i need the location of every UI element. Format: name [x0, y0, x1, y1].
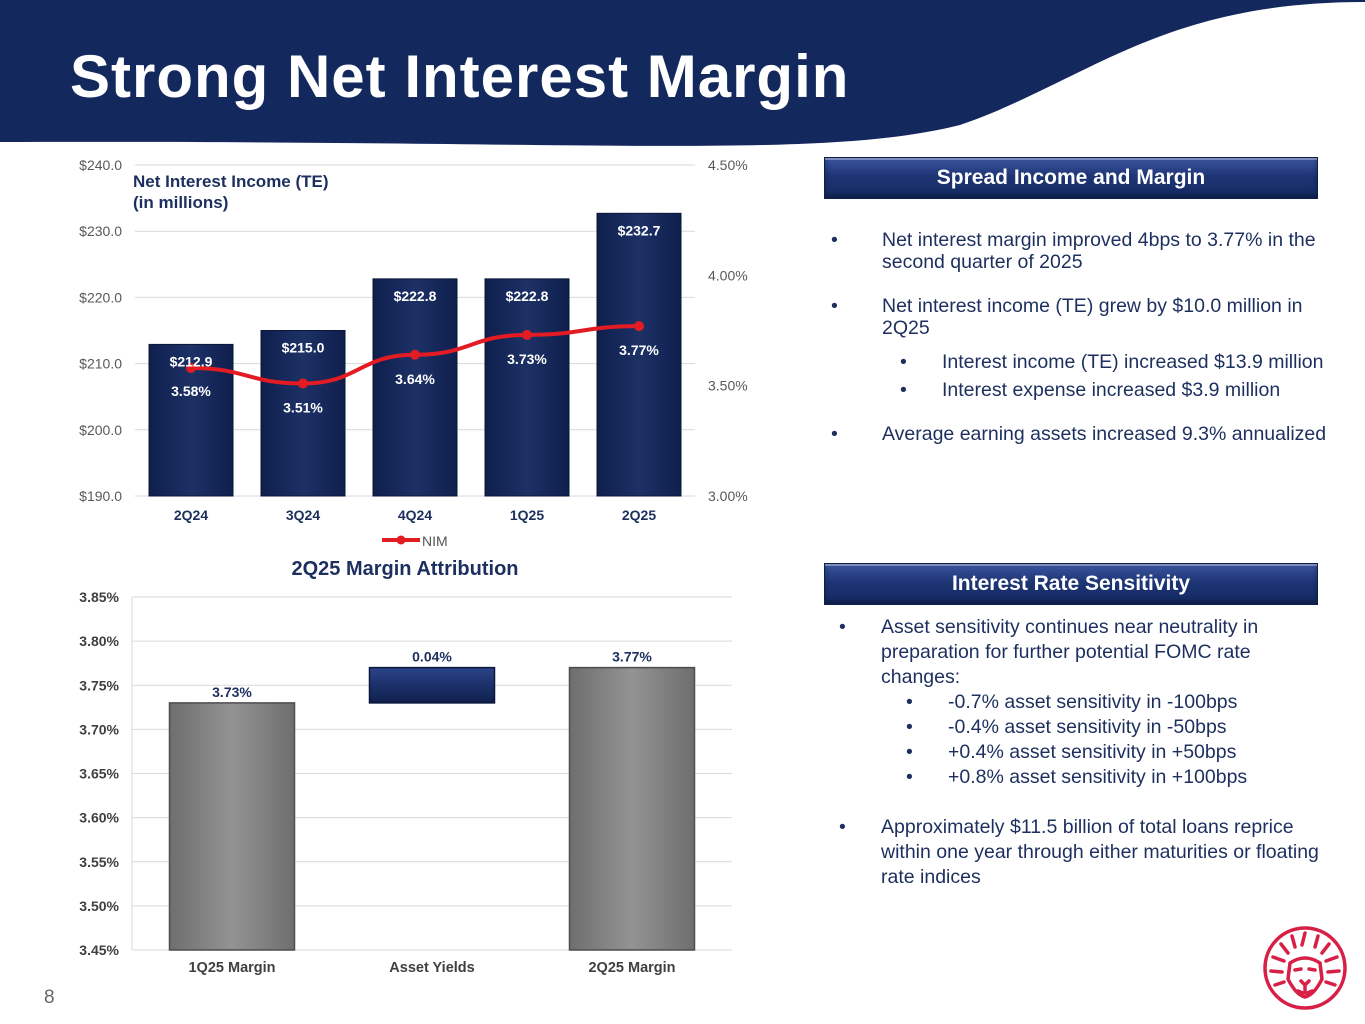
attribution-y-tick: 3.80%: [79, 633, 119, 649]
spread-bullet-earning-assets: Average earning assets increased 9.3% an…: [831, 423, 1332, 445]
rate-sub-minus100: -0.7% asset sensitivity in -100bps: [906, 690, 1321, 715]
nii-y-tick: $240.0: [79, 157, 122, 173]
nii-x-tick: 3Q24: [286, 507, 320, 523]
nim-point: [634, 321, 644, 332]
nii-y-tick: $220.0: [79, 289, 122, 305]
rate-sub-list: -0.7% asset sensitivity in -100bps -0.4%…: [906, 690, 1321, 790]
attribution-x-tick: 1Q25 Margin: [188, 960, 275, 976]
spread-sub-interest-expense: Interest expense increased $3.9 million: [900, 379, 1332, 401]
nii-y-tick: $190.0: [79, 488, 122, 504]
rate-sub-plus50: +0.4% asset sensitivity in +50bps: [906, 740, 1321, 765]
attribution-value-label: 3.77%: [612, 649, 652, 665]
nim-y2-tick: 3.50%: [708, 378, 748, 394]
attribution-bar: [168, 702, 296, 951]
nii-bar: [484, 278, 570, 497]
nii-x-tick: 2Q25: [622, 507, 656, 523]
nii-bar: [260, 330, 346, 497]
nii-chart-title: Net Interest Income (TE): [133, 172, 329, 191]
nii-bar: [372, 278, 458, 497]
nim-y2-tick: 3.00%: [708, 488, 748, 504]
lion-logo-icon: [1263, 926, 1347, 1010]
rate-sub-plus100: +0.8% asset sensitivity in +100bps: [906, 765, 1321, 790]
nii-value-label: $212.9: [170, 353, 213, 369]
spread-income-header: Spread Income and Margin: [824, 157, 1318, 199]
nim-legend-label: NIM: [422, 533, 448, 549]
attribution-y-tick: 3.50%: [79, 898, 119, 914]
page-number: 8: [44, 987, 55, 1008]
rate-bullet-sensitivity: Asset sensitivity continues near neutral…: [839, 615, 1321, 790]
attribution-value-label: 0.04%: [412, 649, 452, 665]
margin-attribution-chart: 2Q25 Margin Attribution 3.45% 3.50% 3.55% 3…: [79, 558, 732, 976]
nim-point: [186, 363, 196, 374]
nim-point: [522, 329, 532, 340]
nii-chart-subtitle: (in millions): [133, 193, 228, 212]
nii-x-tick: 4Q24: [398, 507, 432, 523]
spread-bullet-nim: Net interest margin improved 4bps to 3.7…: [831, 229, 1332, 273]
spread-sub-list: Interest income (TE) increased $13.9 mil…: [900, 351, 1332, 401]
nii-value-label: $232.7: [618, 222, 661, 238]
nii-bar: [596, 212, 682, 497]
rate-sensitivity-header: Interest Rate Sensitivity: [824, 563, 1318, 605]
spread-bullet-nii: Net interest income (TE) grew by $10.0 m…: [831, 295, 1332, 401]
attribution-value-label: 3.73%: [212, 684, 252, 700]
nim-value-label: 3.64%: [395, 371, 435, 387]
attribution-x-tick: Asset Yields: [389, 960, 474, 976]
nii-x-tick: 1Q25: [510, 507, 544, 523]
nim-point: [298, 378, 308, 389]
nim-value-label: 3.58%: [171, 383, 211, 399]
attribution-bar: [368, 666, 496, 704]
nim-legend: NIM: [382, 533, 448, 549]
nii-y-tick: $210.0: [79, 356, 122, 372]
nii-value-label: $215.0: [282, 340, 325, 356]
attribution-y-tick: 3.75%: [79, 677, 119, 693]
attribution-y-tick: 3.70%: [79, 721, 119, 737]
nii-value-label: $222.8: [394, 288, 437, 304]
attribution-y-tick: 3.55%: [79, 854, 119, 870]
attribution-y-tick: 3.65%: [79, 766, 119, 782]
attribution-y-tick: 3.60%: [79, 810, 119, 826]
attribution-y-tick: 3.85%: [79, 589, 119, 605]
nii-y-tick: $230.0: [79, 223, 122, 239]
rate-sub-minus50: -0.4% asset sensitivity in -50bps: [906, 715, 1321, 740]
attribution-chart-title: 2Q25 Margin Attribution: [291, 558, 518, 580]
attribution-bar: [568, 666, 696, 951]
rate-bullet-loans-reprice: Approximately $11.5 billion of total loa…: [839, 815, 1321, 890]
nii-value-label: $222.8: [506, 288, 549, 304]
slide-title: Strong Net Interest Margin: [70, 43, 850, 110]
nim-value-label: 3.77%: [619, 342, 659, 358]
nii-x-tick: 2Q24: [174, 507, 208, 523]
rate-bullet-sensitivity-text: Asset sensitivity continues near neutral…: [881, 616, 1259, 688]
nim-y2-tick: 4.00%: [708, 267, 748, 283]
nim-value-label: 3.51%: [283, 399, 323, 415]
attribution-x-tick: 2Q25 Margin: [588, 960, 675, 976]
nim-point: [410, 349, 420, 360]
rate-bullet-list: Asset sensitivity continues near neutral…: [839, 615, 1321, 915]
attribution-y-tick: 3.45%: [79, 942, 119, 958]
header-band: [0, 0, 1365, 146]
nim-value-label: 3.73%: [507, 351, 547, 367]
nim-y2-tick: 4.50%: [708, 157, 748, 173]
nii-y-tick: $200.0: [79, 422, 122, 438]
spread-bullet-list: Net interest margin improved 4bps to 3.7…: [831, 229, 1332, 467]
nii-nim-chart: $190.0 $200.0 $210.0 $220.0 $230.0 $240.0 3.00…: [79, 157, 748, 549]
spread-bullet-nii-text: Net interest income (TE) grew by $10.0 m…: [882, 295, 1303, 339]
spread-sub-interest-income: Interest income (TE) increased $13.9 mil…: [900, 351, 1332, 373]
